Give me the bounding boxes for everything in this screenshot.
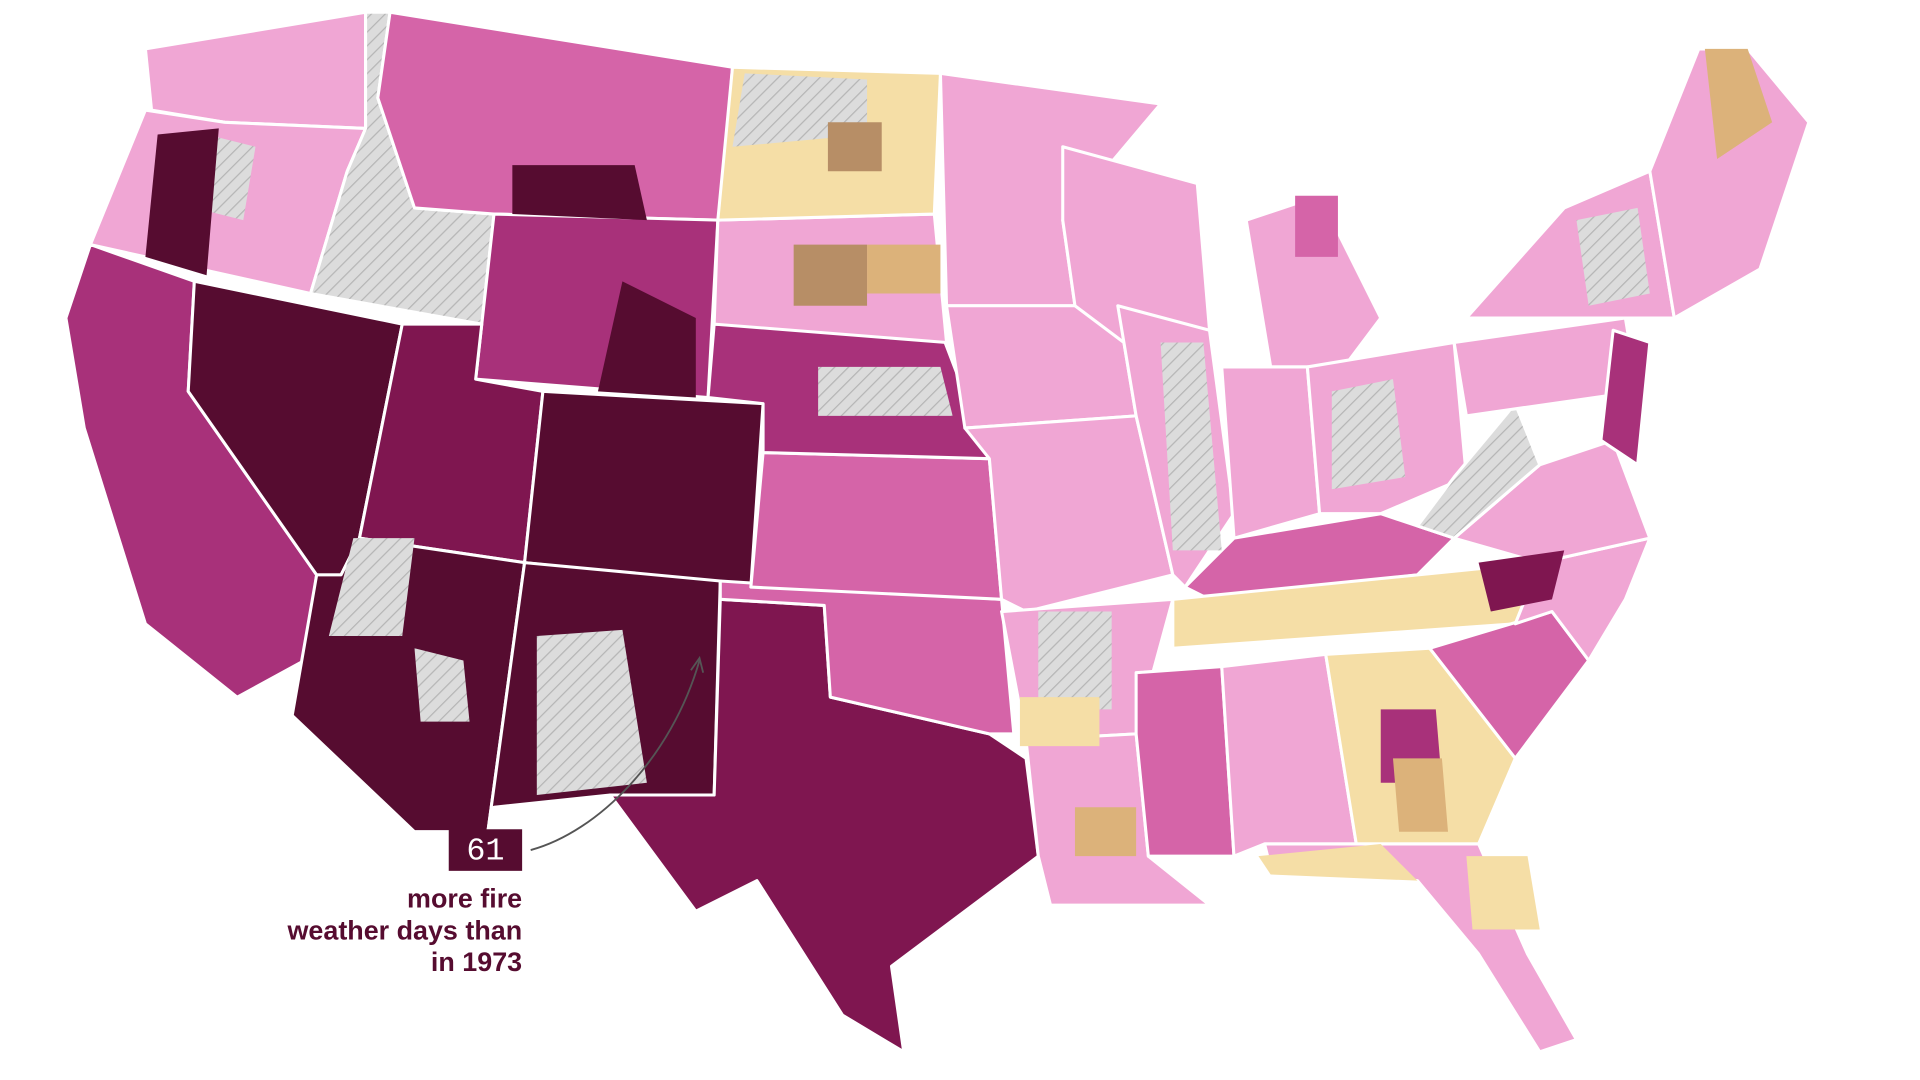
mid-atlantic (1599, 328, 1652, 467)
new-york (1464, 169, 1676, 320)
annotation-badge (448, 829, 523, 871)
annotation-value: 61 (466, 834, 504, 870)
hatched-area (1160, 342, 1222, 551)
states (64, 10, 1811, 1054)
washington (143, 10, 368, 130)
patch (1478, 550, 1565, 612)
patch (867, 244, 941, 294)
patch (512, 165, 647, 221)
patch (1295, 195, 1338, 257)
patch (1258, 843, 1418, 881)
patch (1704, 48, 1773, 160)
annotation-line: more fire (407, 884, 522, 914)
patch (1074, 807, 1137, 857)
mississippi (1134, 665, 1236, 858)
hatched-area (536, 629, 647, 796)
colorado (523, 389, 765, 589)
annotation-line: in 1973 (431, 947, 522, 977)
patch (1019, 697, 1100, 747)
patch (597, 281, 696, 398)
patch (1466, 856, 1540, 930)
indiana (1220, 365, 1322, 540)
arrow-head (690, 655, 705, 673)
annotation-arrow (530, 660, 701, 851)
hatched-area (1038, 611, 1112, 710)
hatched-area (1576, 207, 1650, 306)
annotation-line: weather days than (287, 915, 523, 945)
hatched-area (818, 366, 953, 416)
hatched-area (1331, 379, 1406, 490)
kansas (749, 451, 1004, 601)
patch (145, 128, 219, 276)
hatched-area (328, 538, 415, 637)
county-patches (145, 48, 1773, 930)
hatched-area (414, 648, 470, 722)
patch (827, 122, 882, 172)
patch (793, 244, 868, 306)
patch (1392, 758, 1449, 832)
west-virginia (1415, 402, 1542, 540)
